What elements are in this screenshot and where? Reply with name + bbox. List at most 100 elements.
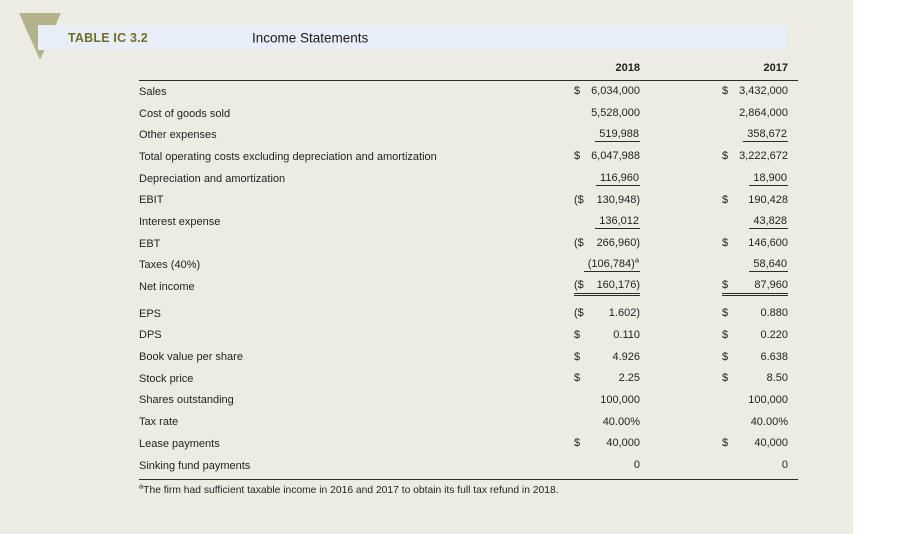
- cell-value: 116,960: [596, 172, 640, 186]
- cell-value: 130,948): [597, 194, 640, 207]
- cell-value: 2.25: [619, 372, 640, 385]
- numeric-value: 0.880: [760, 307, 788, 320]
- numeric-value: 0: [781, 459, 788, 472]
- cell-2018: $2.25: [574, 372, 640, 385]
- cell-2017: $87,960: [722, 279, 788, 296]
- numeric-value: (106,784): [587, 258, 635, 271]
- cell-2017: $40,000: [722, 437, 788, 450]
- table-row: Net income ($ 160,176) $87,960: [139, 276, 798, 298]
- numeric-value: 6,034,000: [591, 85, 640, 98]
- currency-prefix: ($: [574, 278, 584, 291]
- column-header-2018: 2018: [615, 62, 640, 74]
- table-row: Taxes (40%) (106,784)a 58,640: [139, 255, 798, 277]
- cell-2017: 43,828: [722, 215, 788, 229]
- numeric-value: 40.00%: [750, 415, 788, 428]
- table-row: EBT ($ 266,960) $146,600: [139, 233, 798, 255]
- cell-value: 160,176): [597, 279, 640, 292]
- numeric-value: 40.00%: [602, 415, 640, 428]
- cell-value: 6,034,000: [591, 85, 640, 98]
- footnote-marker: a: [139, 481, 144, 491]
- column-header-2017: 2017: [763, 62, 788, 74]
- numeric-value: 130,948): [596, 193, 640, 206]
- table-row: DPS $0.110 $0.220: [139, 325, 798, 347]
- cell-2018: 40.00%: [574, 416, 640, 429]
- currency-prefix: ($: [574, 307, 584, 320]
- table-header-band: TABLE IC 3.2 Income Statements: [38, 25, 787, 50]
- currency-prefix: $: [722, 328, 729, 341]
- numeric-value: 358,672: [747, 128, 787, 141]
- cell-2017: 100,000: [722, 394, 788, 407]
- row-label: Cost of goods sold: [139, 107, 231, 120]
- table-row: Interest expense 136,012 43,828: [139, 211, 798, 233]
- income-statement-section: Sales $6,034,000 $3,432,000 Cost of goods s…: [139, 81, 798, 298]
- cell-value: 2,864,000: [739, 107, 788, 120]
- cell-2018: 136,012: [574, 215, 640, 229]
- table-row: Cost of goods sold 5,528,000 2,864,000: [139, 103, 798, 125]
- cell-value: 266,960): [597, 237, 640, 250]
- row-label: Other expenses: [139, 129, 217, 142]
- cell-value: 3,432,000: [739, 85, 788, 98]
- cell-value: 146,600: [748, 237, 788, 250]
- table-title: Income Statements: [252, 30, 369, 45]
- currency-prefix: $: [574, 328, 581, 341]
- cell-value: 1.602): [609, 307, 640, 320]
- row-label: Net income: [139, 281, 195, 294]
- numeric-value: 2.25: [618, 372, 640, 385]
- cell-2017: 358,672: [722, 128, 788, 143]
- numeric-value: 1.602): [608, 307, 640, 320]
- cell-value: 190,428: [748, 194, 788, 207]
- currency-prefix: $: [574, 437, 581, 450]
- cell-2017: $6.638: [722, 351, 788, 364]
- cell-value: 4.926: [612, 351, 640, 364]
- numeric-value: 40,000: [606, 437, 640, 450]
- row-label: Shares outstanding: [139, 394, 234, 407]
- cell-2018: (106,784)a: [574, 255, 640, 273]
- row-label: Interest expense: [139, 215, 221, 228]
- currency-prefix: $: [574, 150, 581, 163]
- numeric-value: 3,432,000: [739, 85, 788, 98]
- cell-2018: 100,000: [574, 394, 640, 407]
- numeric-value: 0.220: [760, 328, 788, 341]
- cell-2017: $3,432,000: [722, 85, 788, 98]
- numeric-value: 5,528,000: [591, 107, 640, 120]
- numeric-value: 0.110: [613, 328, 640, 341]
- table-label: TABLE IC 3.2: [68, 30, 148, 45]
- footnote-marker: a: [634, 255, 639, 265]
- cell-2017: 2,864,000: [722, 107, 788, 120]
- row-label: Book value per share: [139, 351, 243, 364]
- numeric-value: 4.926: [612, 350, 640, 363]
- cell-2018: 0: [574, 459, 640, 472]
- cell-value: 0: [782, 459, 788, 472]
- cell-2017: $190,428: [722, 194, 788, 207]
- currency-prefix: $: [722, 278, 729, 291]
- numeric-value: 519,988: [599, 128, 639, 141]
- cell-2018: ($ 130,948): [574, 194, 640, 207]
- table-row: Other expenses 519,988 358,672: [139, 124, 798, 146]
- currency-prefix: $: [722, 150, 729, 163]
- cell-value: 0.110: [613, 329, 640, 342]
- cell-value: 40.00%: [603, 416, 640, 429]
- numeric-value: 100,000: [748, 393, 788, 406]
- row-label: DPS: [139, 329, 162, 342]
- row-label: Stock price: [139, 372, 194, 385]
- cell-value: 358,672: [743, 128, 788, 143]
- table-row: Shares outstanding 100,000 100,000: [139, 390, 798, 412]
- numeric-value: 160,176): [596, 278, 640, 291]
- numeric-value: 136,012: [599, 214, 639, 227]
- cell-value: 0.220: [760, 329, 788, 342]
- cell-2018: $4.926: [574, 351, 640, 364]
- cell-2017: 58,640: [722, 258, 788, 273]
- numeric-value: 0: [633, 459, 640, 472]
- cell-value: 6.638: [760, 351, 788, 364]
- cell-value: 136,012: [595, 215, 640, 229]
- cell-value: 87,960: [754, 279, 788, 292]
- currency-prefix: $: [722, 85, 729, 98]
- table-row: Tax rate 40.00% 40.00%: [139, 411, 798, 433]
- income-statements-table: 2018 2017 Sales $6,034,000 $3,432,000 Cost …: [139, 56, 798, 496]
- row-label: EBIT: [139, 194, 164, 207]
- numeric-value: 3,222,672: [739, 150, 788, 163]
- cell-2017: $146,600: [722, 237, 788, 250]
- numeric-value: 6,047,988: [591, 150, 640, 163]
- numeric-value: 100,000: [600, 393, 640, 406]
